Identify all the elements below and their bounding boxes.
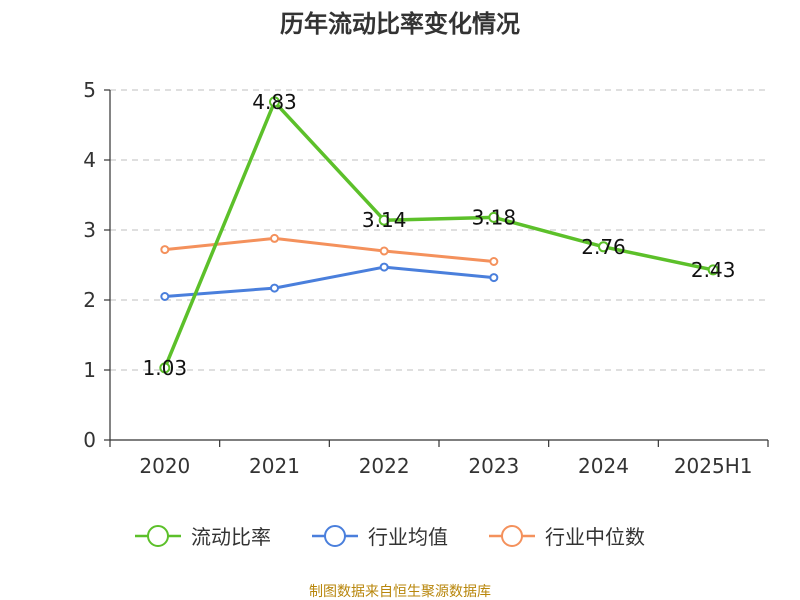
y-tick-label: 5: [83, 78, 96, 102]
data-point-1: [489, 273, 499, 283]
legend[interactable]: 流动比率 行业均值 行业中位数: [135, 525, 645, 549]
legend-item-1[interactable]: 行业均值: [312, 525, 448, 549]
data-label: 4.83: [252, 90, 297, 114]
legend-label: 行业均值: [368, 525, 448, 549]
x-tick-label: 2024: [578, 454, 629, 478]
x-tick-label: 2023: [468, 454, 519, 478]
y-tick-label: 4: [83, 148, 96, 172]
y-tick-label: 1: [83, 358, 96, 382]
data-point-0: [378, 214, 390, 226]
data-point-0: [269, 96, 280, 108]
legend-label: 行业中位数: [545, 525, 645, 549]
data-point-0: [707, 264, 719, 276]
legend-marker-icon: [324, 525, 346, 547]
data-point-0: [598, 241, 609, 253]
legend-item-0[interactable]: 流动比率: [135, 525, 271, 549]
data-point-1: [379, 262, 389, 272]
data-labels: 1.03 4.83 3.14 3.18 2.76 2.43: [143, 90, 736, 380]
data-label: 3.18: [472, 205, 517, 229]
data-label: 2.76: [581, 235, 626, 259]
series-line-0: [163, 100, 714, 369]
y-tick-label: 2: [83, 288, 96, 312]
legend-label: 流动比率: [191, 525, 271, 549]
data-label: 1.03: [143, 356, 188, 380]
data-label: 3.14: [362, 208, 407, 232]
legend-marker-icon: [501, 525, 523, 547]
x-tick-label: 2022: [359, 454, 410, 478]
legend-marker-icon: [147, 525, 169, 547]
x-tick-label: 2021: [249, 454, 300, 478]
y-tick-label: 3: [83, 218, 96, 242]
series-line-1: [164, 265, 494, 298]
x-tick-label: 2025H1: [674, 454, 753, 478]
series-lines: [163, 100, 714, 369]
data-point-0: [159, 362, 171, 374]
data-point-1: [270, 283, 279, 293]
data-points: [159, 96, 719, 374]
y-tick-label: 0: [83, 428, 96, 452]
legend-item-2[interactable]: 行业中位数: [489, 525, 645, 549]
data-point-2: [379, 246, 389, 256]
data-point-2: [270, 233, 279, 243]
x-tick-label: 2020: [139, 454, 190, 478]
data-point-0: [488, 211, 500, 223]
data-point-2: [160, 245, 170, 255]
data-point-2: [489, 257, 499, 266]
series-line-2: [164, 236, 494, 263]
source-credit: 制图数据来自恒生聚源数据库: [309, 584, 491, 600]
data-point-1: [160, 292, 170, 301]
axes: 0 1 2 3 4 5 2020 2021 2022 2023 2024 2025H1: [83, 78, 769, 478]
chart-title: 历年流动比率变化情况: [280, 10, 520, 38]
data-label: 2.43: [691, 258, 736, 282]
grid-lines: [110, 89, 768, 371]
